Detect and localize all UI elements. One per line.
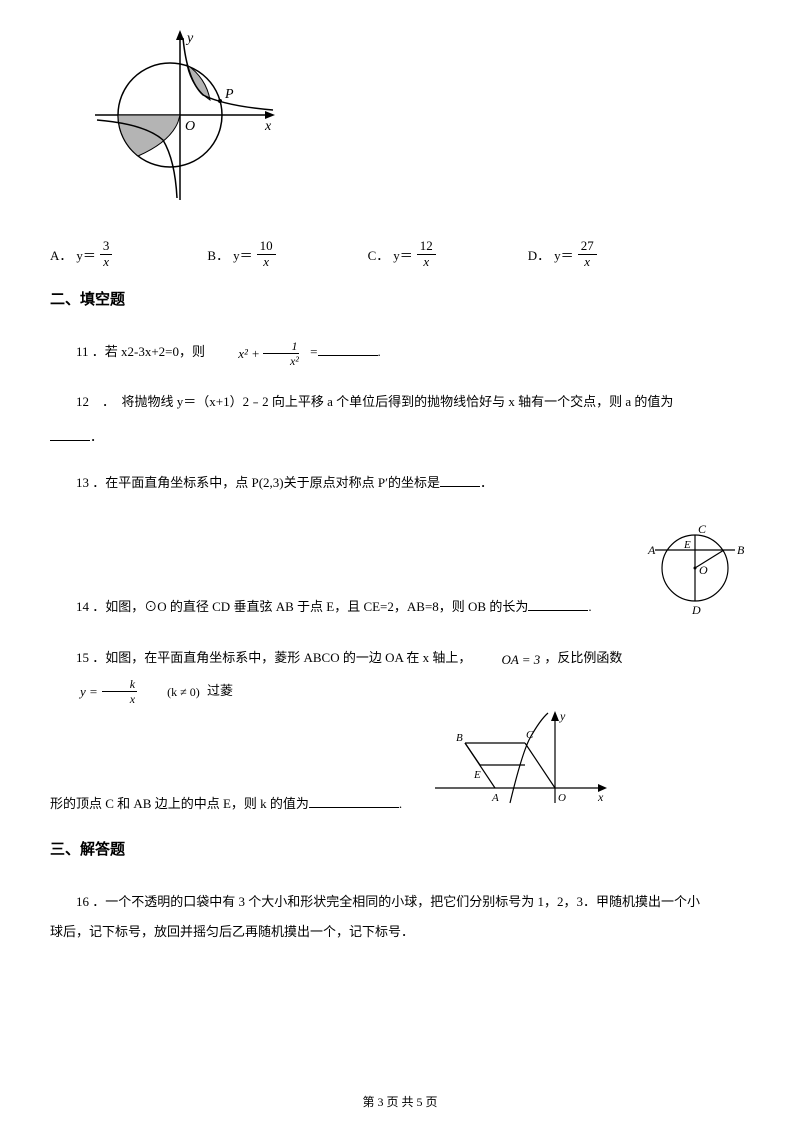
q15-line2: 形的顶点 C 和 AB 边上的中点 E，则 k 的值为 [50,796,309,811]
choice-a-prefix: y＝ [76,244,96,267]
q16-line2: 球后，记下标号，放回并摇匀后乙再随机摸出一个，记下标号． [50,924,414,939]
svg-text:O: O [699,563,708,577]
q14-figure: A B C D E O [640,518,750,625]
q16-line1: 16 ．一个不透明的口袋中有 3 个大小和形状完全相同的小球，把它们分别标号为 … [76,894,700,909]
choice-b: B． y＝ 10x [207,237,275,267]
q11-prefix: 11 ．若 x2-3x+2=0，则 [76,344,208,359]
answer-choices: A． y＝ 3x B． y＝ 10x C． y＝ 12x D． y＝ 27x [50,237,750,267]
q13-text: 13 ．在平面直角坐标系中，点 P(2,3)关于原点对称点 P′的坐标是 [76,475,440,490]
question-11: 11 ．若 x2-3x+2=0，则 x² + 1x² =. [50,339,750,367]
choice-b-prefix: y＝ [233,244,253,267]
origin-label: O [185,119,195,134]
figure-circle-hyperbola: y x O P [95,30,750,212]
q12-blank [50,440,90,441]
q12-text: 12 ． 将抛物线 y＝（x+1）2﹣2 向上平移 a 个单位后得到的抛物线恰好… [76,394,673,409]
choice-d-prefix: y＝ [554,244,574,267]
point-p-label: P [224,87,234,102]
svg-text:C: C [526,729,534,741]
question-16: 16 ．一个不透明的口袋中有 3 个大小和形状完全相同的小球，把它们分别标号为 … [50,889,750,915]
question-14: 14 ．如图，⊙O 的直径 CD 垂直弦 AB 于点 E，且 CE=2，AB=8… [50,518,750,620]
svg-text:D: D [691,603,701,617]
q15-figure: A B C E O x y [430,708,610,819]
choice-a: A． y＝ 3x [50,237,112,267]
svg-text:E: E [473,769,481,781]
q15-function: y =kx(k ≠ 0) [54,676,200,707]
q15-oa: OA = 3 [475,644,540,675]
section-2-header: 二、填空题 [50,287,750,314]
q13-blank [440,474,480,487]
choice-a-label: A． [50,244,72,267]
svg-text:x: x [597,790,604,804]
axis-x-label: x [264,119,272,134]
question-16-cont: 球后，记下标号，放回并摇匀后乙再随机摸出一个，记下标号． [50,919,750,945]
choice-d: D． y＝ 27x [528,237,597,267]
svg-text:C: C [698,522,707,536]
choice-c-prefix: y＝ [393,244,413,267]
svg-text:O: O [558,792,566,804]
svg-text:E: E [683,539,691,551]
q14-blank [528,598,588,611]
svg-text:A: A [491,792,499,804]
question-12: 12 ． 将抛物线 y＝（x+1）2﹣2 向上平移 a 个单位后得到的抛物线恰好… [50,389,750,415]
q11-blank [318,343,378,356]
q11-expression: x² + 1x² [212,340,303,367]
choice-b-label: B． [207,244,229,267]
svg-text:y: y [559,709,566,723]
question-15: 15 ．如图，在平面直角坐标系中，菱形 ABCO 的一边 OA 在 x 轴上， O… [50,642,750,818]
choice-c: C． y＝ 12x [368,237,436,267]
svg-text:A: A [647,543,656,557]
page-footer: 第 3 页 共 5 页 [0,1092,800,1114]
q15-blank [309,795,399,808]
choice-c-label: C． [368,244,390,267]
choice-d-label: D． [528,244,550,267]
question-13: 13 ．在平面直角坐标系中，点 P(2,3)关于原点对称点 P′的坐标是． [50,470,750,496]
q15-pre: 15 ．如图，在平面直角坐标系中，菱形 ABCO 的一边 OA 在 x 轴上， [76,650,471,665]
svg-text:B: B [456,732,463,744]
question-12-cont: ． [50,425,750,448]
section-3-header: 三、解答题 [50,837,750,864]
axis-y-label: y [185,31,194,46]
q14-text: 14 ．如图，⊙O 的直径 CD 垂直弦 AB 于点 E，且 CE=2，AB=8… [76,599,528,614]
svg-text:B: B [737,543,745,557]
